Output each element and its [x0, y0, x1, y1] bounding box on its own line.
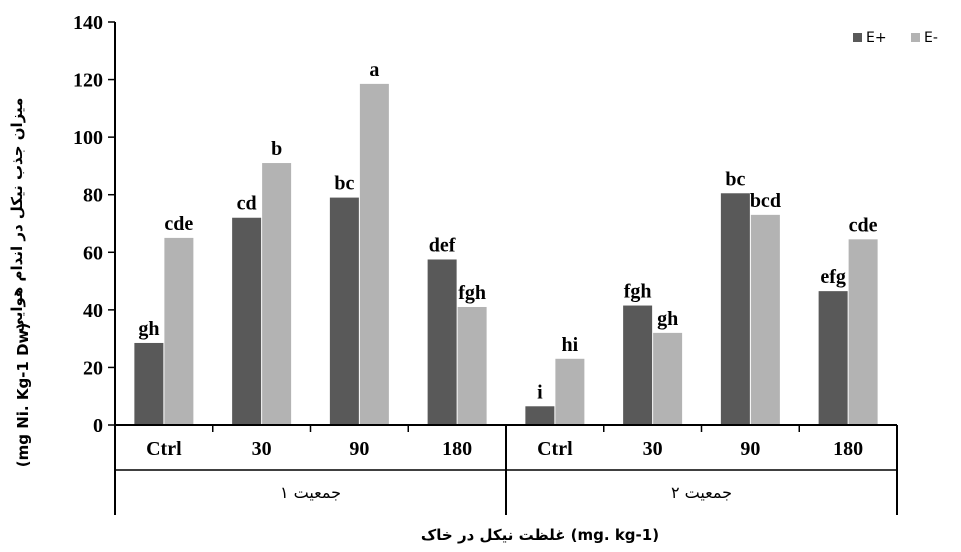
bar-data-label: a	[369, 59, 379, 81]
x-category-label: Ctrl	[146, 438, 182, 460]
bar-data-label: bc	[725, 168, 745, 190]
bar-data-label: cde	[164, 213, 193, 235]
bar-data-label: efg	[820, 266, 846, 288]
axes	[114, 22, 898, 515]
y-axis-unit: (mg Ni. Kg-1 Dw)	[14, 323, 32, 467]
bar-data-label: cde	[849, 214, 878, 236]
bar-E--1	[262, 163, 292, 426]
bar-E--6	[750, 214, 780, 425]
bar-data-label: bc	[334, 173, 354, 195]
x-category-label: 180	[833, 438, 863, 460]
bar-data-label: cd	[237, 193, 257, 215]
bar-E+-4	[525, 406, 555, 425]
y-tick-label: 140	[73, 12, 103, 34]
y-tick-label: 0	[93, 415, 103, 437]
y-axis-title: میزان جذب نیکل در اندام هوایی	[8, 98, 26, 333]
y-tick-label: 60	[83, 242, 103, 264]
bar-data-label: hi	[562, 334, 579, 356]
bar-E--3	[457, 306, 487, 425]
legend: E+ E-	[853, 30, 938, 46]
bar-E--7	[848, 239, 878, 425]
group-label: جمعیت ۱	[280, 483, 341, 502]
bar-E--0	[164, 237, 194, 425]
bar-data-label: gh	[657, 308, 678, 330]
bar-E+-2	[329, 197, 359, 425]
bar-E+-0	[134, 342, 164, 425]
bar-labels: gh cd bc def i fgh bc efg cde b a fgh hi gh bcd cde	[138, 59, 877, 403]
bar-data-label: gh	[138, 318, 159, 340]
bar-data-label: b	[271, 138, 282, 160]
legend-label: E-	[924, 30, 938, 46]
bar-E--2	[359, 83, 389, 425]
bar-E+-7	[818, 291, 848, 425]
bar-E+-6	[720, 193, 750, 425]
bar-data-label: def	[429, 234, 456, 256]
y-tick-label: 100	[73, 127, 103, 149]
y-tick-label: 120	[73, 70, 103, 92]
x-category-label: 90	[740, 438, 760, 460]
x-category-label: 30	[252, 438, 272, 460]
bars	[134, 83, 878, 426]
bar-E--4	[555, 358, 585, 425]
bar-data-label: i	[537, 381, 543, 403]
x-category-label: 30	[643, 438, 663, 460]
x-category-label: 90	[349, 438, 369, 460]
y-tick-label: 80	[83, 185, 103, 207]
bar-E+-3	[427, 259, 457, 425]
bar-E--5	[653, 332, 683, 425]
y-axis-ticks: 0 20 40 60 80 100 120 140	[73, 12, 115, 437]
group-label: جمعیت ۲	[671, 483, 732, 502]
x-category-label: 180	[442, 438, 472, 460]
bar-data-label: fgh	[458, 282, 486, 304]
x-category-label: Ctrl	[537, 438, 573, 460]
bar-E+-5	[623, 305, 653, 425]
y-tick-label: 20	[83, 357, 103, 379]
y-tick-label: 40	[83, 300, 103, 322]
bar-E+-1	[232, 217, 262, 425]
x-axis-title: غلظت نیکل در خاک (mg. kg-1)	[421, 526, 659, 544]
bar-data-label: bcd	[750, 190, 781, 212]
legend-label: E+	[866, 30, 887, 46]
x-axis-categories: Ctrl 30 90 180 Ctrl 30 90 180	[146, 438, 863, 460]
group-labels: جمعیت ۱ جمعیت ۲	[280, 483, 732, 502]
legend-swatch-E-	[911, 33, 920, 42]
legend-swatch-E+	[853, 33, 862, 42]
bar-data-label: fgh	[624, 281, 652, 303]
